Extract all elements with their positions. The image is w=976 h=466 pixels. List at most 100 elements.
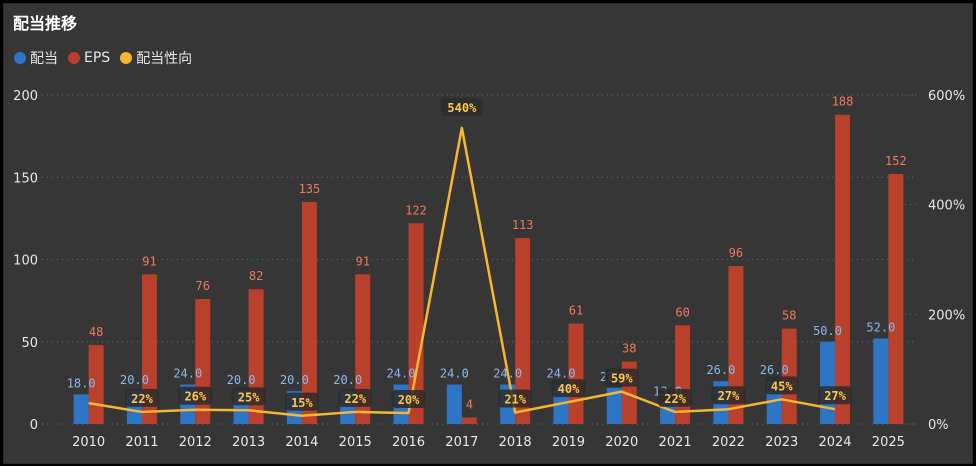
label-payout-2018: 21% — [504, 392, 526, 406]
label-dividend-2025: 52.0 — [866, 320, 895, 334]
label-dividend-2023: 26.0 — [760, 363, 789, 377]
legend-item-eps[interactable]: EPS — [68, 50, 110, 66]
label-bg-payout-2020 — [604, 368, 639, 387]
bar-dividend-2017 — [446, 384, 462, 424]
label-bg-payout-2013 — [231, 387, 266, 406]
bar-dividend-2010 — [73, 394, 89, 424]
label-payout-2019: 40% — [558, 382, 580, 396]
label-dividend-2017: 24.0 — [440, 367, 469, 381]
label-eps-2024: 188 — [832, 95, 854, 109]
x-tick-2024: 2024 — [818, 435, 851, 450]
label-payout-2022: 27% — [718, 389, 740, 403]
label-bg-payout-2022 — [711, 386, 746, 405]
x-tick-2019: 2019 — [552, 435, 585, 450]
x-tick-2011: 2011 — [125, 435, 158, 450]
legend-item-dividend[interactable]: 配当 — [14, 48, 58, 68]
label-payout-2021: 22% — [664, 392, 686, 406]
bar-eps-2018 — [515, 238, 531, 424]
x-tick-2023: 2023 — [765, 435, 798, 450]
label-eps-2018: 113 — [512, 218, 534, 232]
label-eps-2020: 38 — [622, 341, 636, 355]
x-tick-2017: 2017 — [445, 435, 478, 450]
legend-label-payout: 配当性向 — [136, 51, 193, 67]
label-bg-payout-2012 — [178, 386, 213, 405]
bar-dividend-2020 — [606, 387, 622, 424]
label-eps-2022: 96 — [729, 246, 743, 260]
label-payout-2020: 59% — [611, 372, 633, 386]
x-tick-2021: 2021 — [659, 435, 692, 450]
label-eps-2010: 48 — [89, 325, 103, 339]
y-left-tick-0: 0 — [30, 418, 38, 433]
x-tick-2015: 2015 — [339, 435, 372, 450]
x-tick-2012: 2012 — [179, 435, 212, 450]
label-eps-2016: 122 — [405, 203, 427, 217]
bar-eps-2014 — [301, 201, 317, 424]
y-right-tick-3: 600% — [928, 89, 965, 104]
x-tick-2010: 2010 — [72, 435, 105, 450]
label-dividend-2011: 20.0 — [120, 373, 149, 387]
label-dividend-2015: 20.0 — [333, 373, 362, 387]
x-tick-2013: 2013 — [232, 435, 265, 450]
legend-label-eps: EPS — [84, 50, 111, 66]
label-eps-2013: 82 — [249, 269, 263, 283]
label-eps-2012: 76 — [196, 279, 210, 293]
label-dividend-2016: 24.0 — [387, 367, 416, 381]
x-tick-2016: 2016 — [392, 435, 425, 450]
label-eps-2017: 4 — [466, 397, 473, 411]
label-dividend-2022: 26.0 — [706, 363, 735, 377]
label-bg-payout-2016 — [391, 390, 426, 409]
label-dividend-2024: 50.0 — [813, 324, 842, 338]
label-payout-2024: 27% — [824, 389, 846, 403]
label-payout-2017: 540% — [447, 101, 477, 115]
label-dividend-2013: 20.0 — [227, 373, 256, 387]
label-eps-2021: 60 — [675, 305, 689, 319]
label-eps-2014: 135 — [299, 182, 321, 196]
y-right-tick-0: 0% — [928, 418, 949, 433]
y-left-tick-4: 200 — [13, 89, 38, 104]
bar-eps-2011 — [141, 274, 157, 424]
label-payout-2015: 22% — [344, 392, 366, 406]
bar-dividend-2025 — [873, 338, 889, 424]
x-tick-2025: 2025 — [872, 435, 905, 450]
chart-panel: 配当推移 配当 EPS 配当性向 — [3, 3, 973, 464]
bar-eps-2015 — [355, 274, 371, 424]
y-left-tick-1: 50 — [21, 336, 38, 351]
bar-eps-2022 — [728, 266, 744, 424]
label-bg-payout-2023 — [764, 376, 799, 395]
bar-eps-2025 — [888, 173, 904, 424]
label-eps-2023: 58 — [782, 309, 796, 323]
bar-eps-2012 — [195, 298, 211, 424]
bar-dividend-2024 — [820, 341, 836, 424]
x-tick-2022: 2022 — [712, 435, 745, 450]
label-bg-payout-2014 — [284, 392, 319, 411]
label-payout-2016: 20% — [398, 393, 420, 407]
x-tick-2020: 2020 — [605, 435, 638, 450]
x-tick-2014: 2014 — [285, 435, 318, 450]
y-left-tick-2: 100 — [13, 254, 38, 269]
label-dividend-2014: 20.0 — [280, 373, 309, 387]
label-bg-payout-2018 — [498, 389, 533, 408]
label-dividend-2012: 24.0 — [173, 367, 202, 381]
legend-label-dividend: 配当 — [30, 51, 58, 67]
label-eps-2019: 61 — [569, 304, 583, 318]
label-eps-2025: 152 — [885, 154, 907, 168]
label-bg-payout-2021 — [658, 388, 693, 407]
legend: 配当 EPS 配当性向 — [14, 48, 202, 68]
label-bg-payout-2017 — [440, 97, 483, 116]
line-payout-ratio — [88, 126, 836, 418]
bar-eps-2024 — [835, 114, 851, 425]
bar-eps-2021 — [675, 325, 691, 424]
legend-swatch-eps — [68, 52, 80, 64]
y-left-tick-3: 150 — [13, 171, 38, 186]
label-bg-payout-2019 — [551, 379, 586, 398]
label-dividend-2019: 24.0 — [547, 367, 576, 381]
label-payout-2023: 45% — [771, 379, 793, 393]
label-bg-payout-2011 — [124, 388, 159, 407]
bar-eps-2017 — [461, 417, 477, 424]
bar-eps-2016 — [408, 223, 424, 424]
legend-item-payout[interactable]: 配当性向 — [120, 48, 192, 68]
label-eps-2015: 91 — [355, 254, 369, 268]
label-payout-2014: 15% — [291, 396, 313, 410]
legend-swatch-payout — [120, 52, 133, 64]
